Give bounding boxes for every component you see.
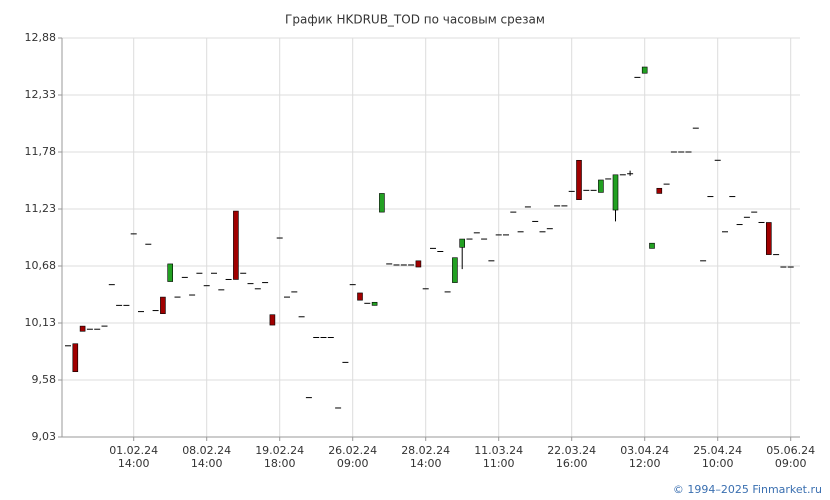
candle-body bbox=[598, 179, 604, 193]
candle-body bbox=[612, 174, 619, 211]
candle-body bbox=[72, 343, 79, 373]
candle-body bbox=[459, 238, 466, 248]
y-tick-label: 12,33 bbox=[25, 88, 57, 101]
x-tick-label: 03.04.24 12:00 bbox=[620, 444, 670, 470]
y-tick-label: 9,58 bbox=[32, 373, 57, 386]
x-tick-label: 11.03.24 11:00 bbox=[474, 444, 524, 470]
candle-body bbox=[269, 314, 276, 326]
y-tick-label: 11,78 bbox=[25, 145, 57, 158]
x-tick-label: 08.02.24 14:00 bbox=[182, 444, 232, 470]
candle-body bbox=[576, 159, 582, 200]
x-tick-label: 25.04.24 10:00 bbox=[693, 444, 743, 470]
candle-body bbox=[641, 66, 648, 74]
candle-body bbox=[371, 301, 378, 306]
candle-body bbox=[379, 193, 385, 213]
chart-title: График HKDRUB_TOD по часовым срезам bbox=[285, 13, 545, 27]
y-tick-label: 12,88 bbox=[25, 31, 57, 44]
y-tick-label: 11,23 bbox=[25, 202, 57, 215]
candle-body bbox=[415, 260, 422, 268]
y-tick-label: 10,68 bbox=[25, 259, 57, 272]
x-tick-label: 26.02.24 09:00 bbox=[328, 444, 378, 470]
y-tick-label: 9,03 bbox=[32, 430, 57, 443]
y-tick-label: 10,13 bbox=[25, 316, 57, 329]
candle-body bbox=[656, 187, 663, 194]
candle-body bbox=[452, 257, 458, 283]
candle-body bbox=[233, 210, 239, 280]
footer: © 1994–2025 Finmarket.ru bbox=[672, 483, 822, 496]
candle-body bbox=[167, 263, 173, 282]
x-tick-label: 01.02.24 14:00 bbox=[109, 444, 159, 470]
x-tick-label: 19.02.24 18:00 bbox=[255, 444, 305, 470]
candle-body bbox=[357, 292, 363, 301]
candle-body bbox=[79, 325, 86, 332]
x-tick-label: 28.02.24 14:00 bbox=[401, 444, 451, 470]
x-tick-label: 05.06.24 09:00 bbox=[766, 444, 816, 470]
candle-body bbox=[160, 296, 166, 314]
x-tick-label: 22.03.24 16:00 bbox=[547, 444, 597, 470]
candle-body bbox=[649, 242, 655, 249]
candle-body bbox=[765, 222, 772, 255]
